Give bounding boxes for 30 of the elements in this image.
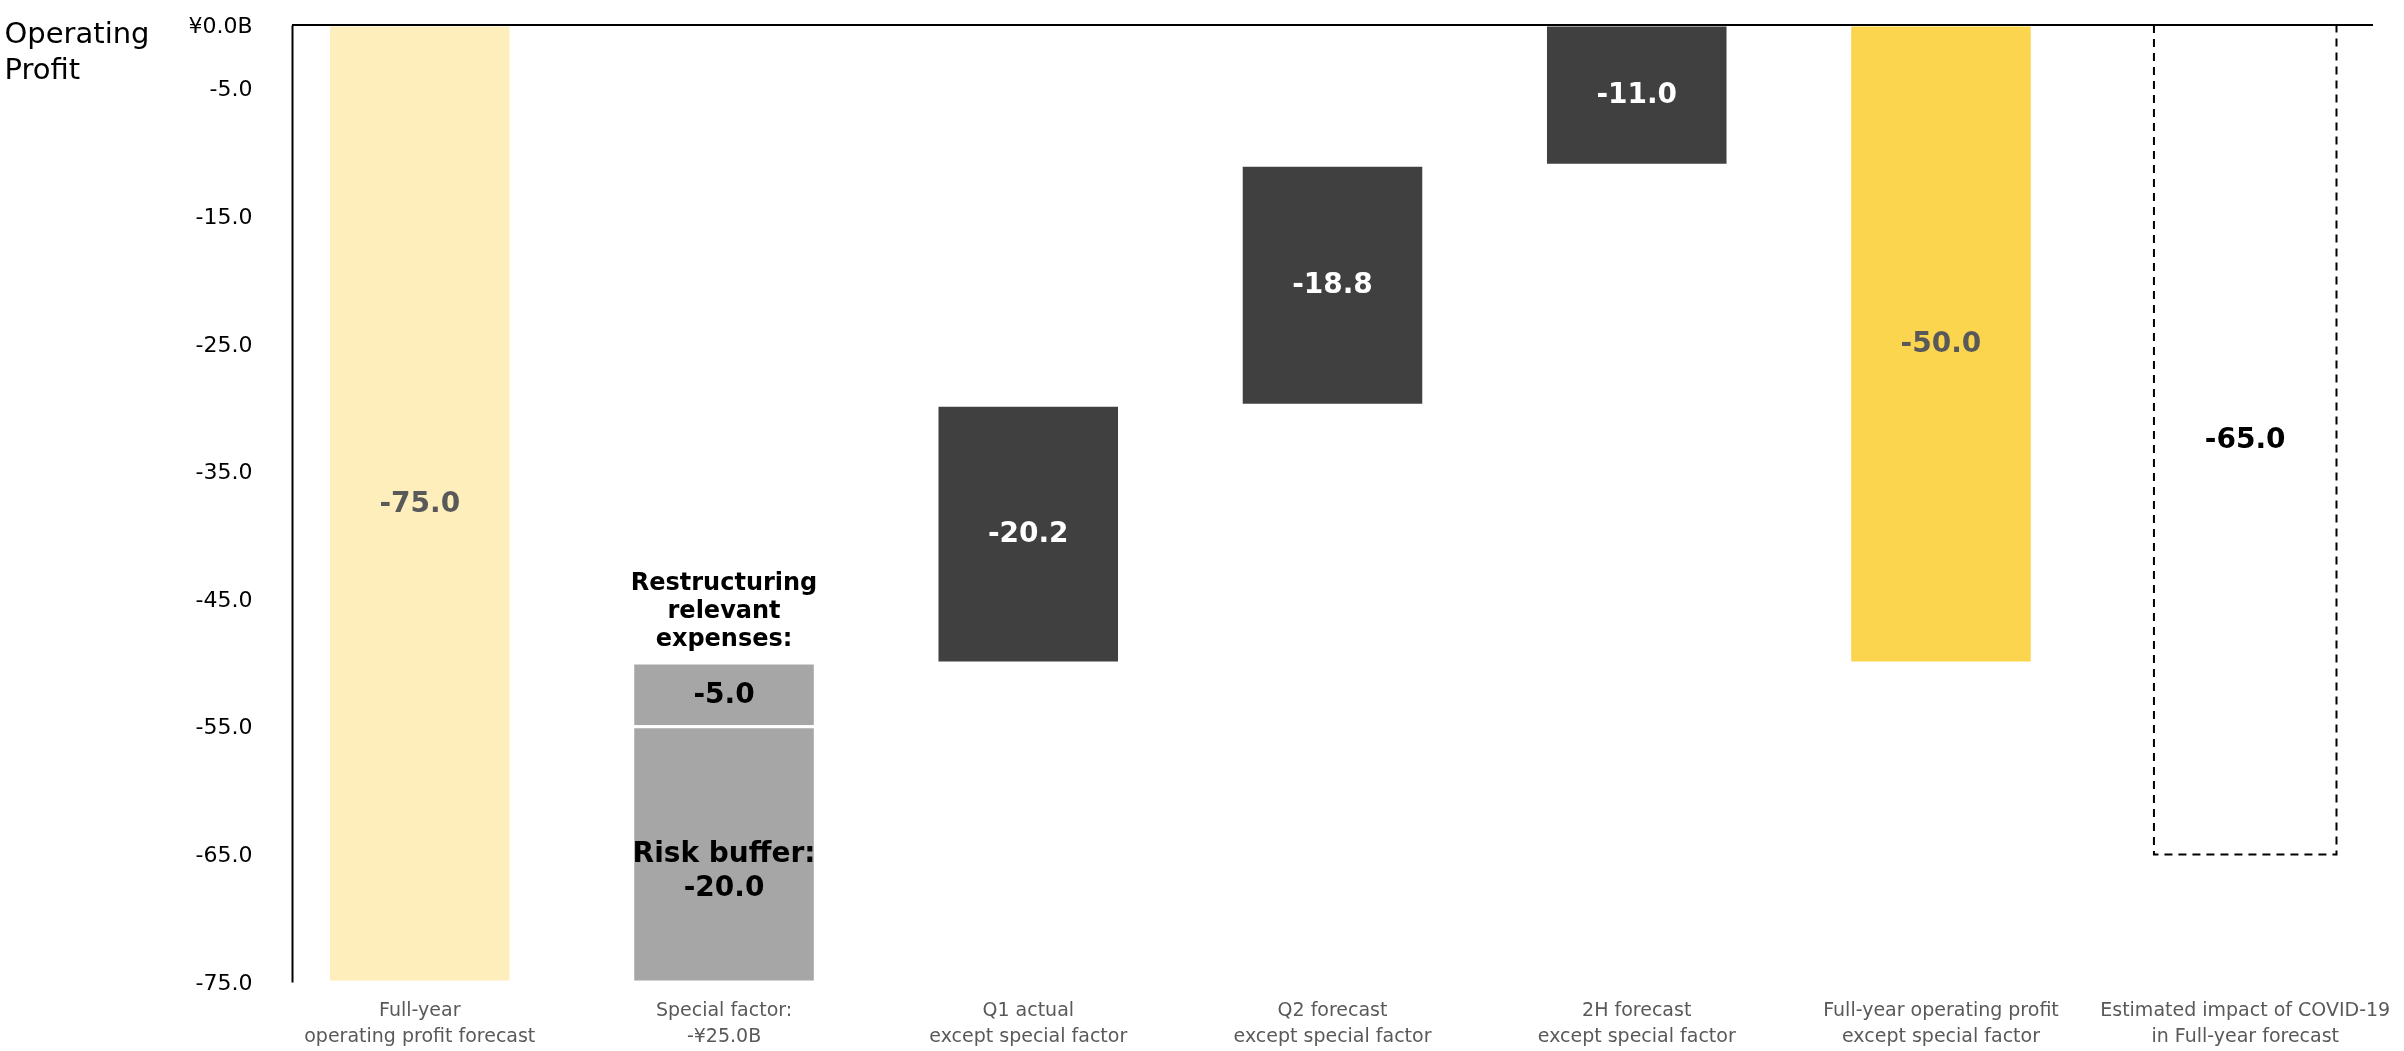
y-tick-label: -45.0 bbox=[195, 586, 253, 612]
y-tick-label: -75.0 bbox=[195, 969, 253, 995]
bar bbox=[327, 23, 513, 984]
bar bbox=[1239, 163, 1426, 407]
y-tick-label: -15.0 bbox=[195, 203, 253, 229]
data-label: -18.8 bbox=[1292, 267, 1373, 301]
y-tick-label: -35.0 bbox=[195, 459, 253, 485]
y-axis-title: Operating Profit bbox=[4, 15, 150, 86]
x-tick-label: 2H forecast except special factor bbox=[1537, 997, 1736, 1046]
bar bbox=[1543, 23, 1730, 167]
x-tick-label: Q2 forecast except special factor bbox=[1233, 997, 1432, 1046]
y-tick-label: -55.0 bbox=[195, 714, 253, 740]
annotation: Restructuring relevant expenses: bbox=[630, 568, 818, 652]
bar bbox=[1848, 23, 2034, 665]
data-label: Risk buffer: -20.0 bbox=[632, 836, 816, 904]
y-tick-label: -5.0 bbox=[209, 76, 253, 102]
y-tick-label: -65.0 bbox=[195, 841, 253, 867]
x-tick-label: Q1 actual except special factor bbox=[929, 997, 1128, 1046]
y-tick-label: -25.0 bbox=[195, 331, 253, 357]
data-label: -5.0 bbox=[693, 676, 755, 710]
x-tick-label: Special factor: -¥25.0B bbox=[655, 997, 793, 1046]
data-label: -20.2 bbox=[987, 516, 1069, 550]
x-tick-label: Full-year operating profit except special factor bbox=[1823, 997, 2059, 1046]
y-tick-label: ¥0.0B bbox=[188, 12, 253, 38]
data-label: -50.0 bbox=[1900, 326, 1982, 359]
x-tick-label: Full-year operating profit forecast bbox=[304, 997, 536, 1046]
x-tick-label: Estimated impact of COVID-19 in Full-year forecast bbox=[2100, 997, 2391, 1046]
data-label: -65.0 bbox=[2204, 421, 2286, 455]
data-label: -11.0 bbox=[1596, 77, 1678, 111]
data-label: -75.0 bbox=[379, 485, 461, 519]
